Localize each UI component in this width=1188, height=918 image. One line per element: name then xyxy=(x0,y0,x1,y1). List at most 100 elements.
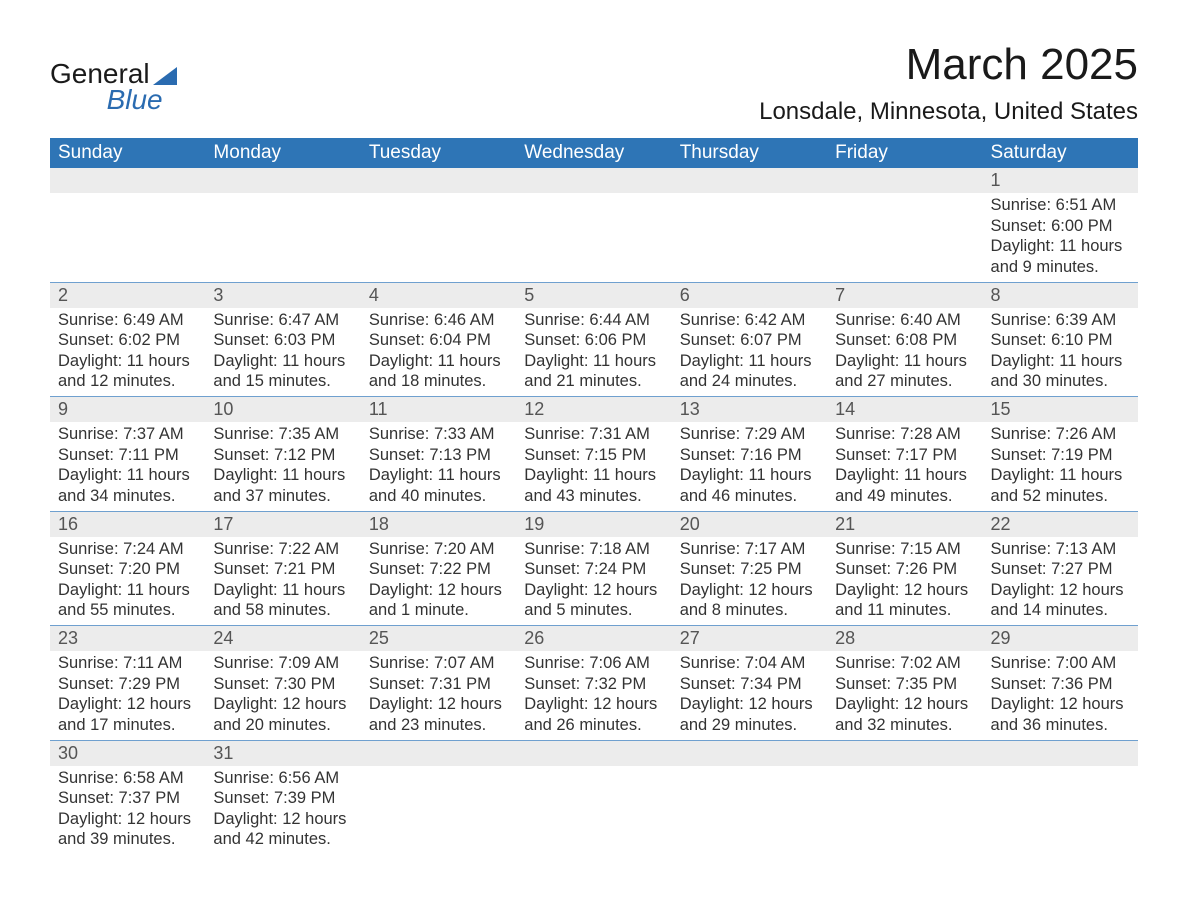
day-number-cell: 22 xyxy=(983,511,1138,537)
day-number-cell: 4 xyxy=(361,282,516,308)
sunrise-line: Sunrise: 6:56 AM xyxy=(213,768,352,789)
daylight-line: Daylight: 11 hours and 43 minutes. xyxy=(524,465,663,506)
daylight-line: Daylight: 11 hours and 58 minutes. xyxy=(213,580,352,621)
daylight-line: Daylight: 12 hours and 32 minutes. xyxy=(835,694,974,735)
sunset-line: Sunset: 7:16 PM xyxy=(680,445,819,466)
day-info-cell: Sunrise: 6:44 AMSunset: 6:06 PMDaylight:… xyxy=(516,308,671,397)
logo-text-2: Blue xyxy=(50,86,177,114)
day-number-row: 3031 xyxy=(50,740,1138,766)
logo: General Blue xyxy=(50,40,177,114)
day-number-cell: 9 xyxy=(50,397,205,423)
daylight-line: Daylight: 11 hours and 34 minutes. xyxy=(58,465,197,506)
day-number-cell: 29 xyxy=(983,626,1138,652)
day-info-cell: Sunrise: 7:02 AMSunset: 7:35 PMDaylight:… xyxy=(827,651,982,740)
sunrise-line: Sunrise: 7:07 AM xyxy=(369,653,508,674)
sunrise-line: Sunrise: 7:02 AM xyxy=(835,653,974,674)
day-number-cell: 27 xyxy=(672,626,827,652)
day-info-cell: Sunrise: 7:18 AMSunset: 7:24 PMDaylight:… xyxy=(516,537,671,626)
daylight-line: Daylight: 11 hours and 24 minutes. xyxy=(680,351,819,392)
day-info-cell: Sunrise: 6:39 AMSunset: 6:10 PMDaylight:… xyxy=(983,308,1138,397)
sunrise-line: Sunrise: 6:47 AM xyxy=(213,310,352,331)
daylight-line: Daylight: 12 hours and 5 minutes. xyxy=(524,580,663,621)
sunrise-line: Sunrise: 7:06 AM xyxy=(524,653,663,674)
day-number-cell: 2 xyxy=(50,282,205,308)
sunrise-line: Sunrise: 7:09 AM xyxy=(213,653,352,674)
day-info-row: Sunrise: 6:58 AMSunset: 7:37 PMDaylight:… xyxy=(50,766,1138,855)
day-number-cell xyxy=(516,168,671,193)
daylight-line: Daylight: 12 hours and 20 minutes. xyxy=(213,694,352,735)
day-number-row: 9101112131415 xyxy=(50,397,1138,423)
day-number-cell xyxy=(361,168,516,193)
day-number-cell: 14 xyxy=(827,397,982,423)
day-info-cell: Sunrise: 7:24 AMSunset: 7:20 PMDaylight:… xyxy=(50,537,205,626)
sunset-line: Sunset: 7:32 PM xyxy=(524,674,663,695)
daylight-line: Daylight: 11 hours and 40 minutes. xyxy=(369,465,508,506)
day-info-cell: Sunrise: 6:58 AMSunset: 7:37 PMDaylight:… xyxy=(50,766,205,855)
day-number-cell xyxy=(205,168,360,193)
daylight-line: Daylight: 11 hours and 49 minutes. xyxy=(835,465,974,506)
sunset-line: Sunset: 7:24 PM xyxy=(524,559,663,580)
day-info-cell: Sunrise: 6:51 AMSunset: 6:00 PMDaylight:… xyxy=(983,193,1138,282)
sunrise-line: Sunrise: 7:37 AM xyxy=(58,424,197,445)
sunrise-line: Sunrise: 7:29 AM xyxy=(680,424,819,445)
day-info-cell: Sunrise: 7:15 AMSunset: 7:26 PMDaylight:… xyxy=(827,537,982,626)
day-number-cell: 8 xyxy=(983,282,1138,308)
day-number-cell: 6 xyxy=(672,282,827,308)
day-number-cell: 13 xyxy=(672,397,827,423)
day-number-cell xyxy=(983,740,1138,766)
weekday-header: Friday xyxy=(827,138,982,168)
daylight-line: Daylight: 11 hours and 15 minutes. xyxy=(213,351,352,392)
day-info-cell: Sunrise: 7:11 AMSunset: 7:29 PMDaylight:… xyxy=(50,651,205,740)
daylight-line: Daylight: 11 hours and 21 minutes. xyxy=(524,351,663,392)
sunset-line: Sunset: 7:19 PM xyxy=(991,445,1130,466)
day-number-cell: 15 xyxy=(983,397,1138,423)
weekday-header-row: SundayMondayTuesdayWednesdayThursdayFrid… xyxy=(50,138,1138,168)
sunset-line: Sunset: 7:35 PM xyxy=(835,674,974,695)
sunset-line: Sunset: 7:22 PM xyxy=(369,559,508,580)
day-info-cell: Sunrise: 7:31 AMSunset: 7:15 PMDaylight:… xyxy=(516,422,671,511)
title-block: March 2025 Lonsdale, Minnesota, United S… xyxy=(759,40,1138,126)
sunrise-line: Sunrise: 7:28 AM xyxy=(835,424,974,445)
day-info-cell: Sunrise: 7:17 AMSunset: 7:25 PMDaylight:… xyxy=(672,537,827,626)
day-number-cell: 25 xyxy=(361,626,516,652)
daylight-line: Daylight: 12 hours and 26 minutes. xyxy=(524,694,663,735)
sunset-line: Sunset: 6:04 PM xyxy=(369,330,508,351)
sunset-line: Sunset: 6:02 PM xyxy=(58,330,197,351)
daylight-line: Daylight: 11 hours and 9 minutes. xyxy=(991,236,1130,277)
day-info-cell: Sunrise: 7:28 AMSunset: 7:17 PMDaylight:… xyxy=(827,422,982,511)
day-info-cell: Sunrise: 6:49 AMSunset: 6:02 PMDaylight:… xyxy=(50,308,205,397)
day-info-cell: Sunrise: 7:09 AMSunset: 7:30 PMDaylight:… xyxy=(205,651,360,740)
day-number-cell xyxy=(50,168,205,193)
sunrise-line: Sunrise: 7:15 AM xyxy=(835,539,974,560)
sunset-line: Sunset: 6:00 PM xyxy=(991,216,1130,237)
daylight-line: Daylight: 12 hours and 14 minutes. xyxy=(991,580,1130,621)
weekday-header: Thursday xyxy=(672,138,827,168)
daylight-line: Daylight: 11 hours and 46 minutes. xyxy=(680,465,819,506)
day-number-cell xyxy=(516,740,671,766)
sunrise-line: Sunrise: 7:11 AM xyxy=(58,653,197,674)
day-info-cell xyxy=(516,193,671,282)
sunset-line: Sunset: 7:29 PM xyxy=(58,674,197,695)
day-info-cell: Sunrise: 7:22 AMSunset: 7:21 PMDaylight:… xyxy=(205,537,360,626)
day-number-cell xyxy=(672,168,827,193)
sunrise-line: Sunrise: 6:51 AM xyxy=(991,195,1130,216)
day-number-cell: 5 xyxy=(516,282,671,308)
sunrise-line: Sunrise: 6:58 AM xyxy=(58,768,197,789)
sunset-line: Sunset: 7:11 PM xyxy=(58,445,197,466)
day-number-cell: 28 xyxy=(827,626,982,652)
day-number-cell: 17 xyxy=(205,511,360,537)
daylight-line: Daylight: 12 hours and 29 minutes. xyxy=(680,694,819,735)
day-info-cell xyxy=(361,193,516,282)
day-number-cell: 20 xyxy=(672,511,827,537)
sunset-line: Sunset: 7:37 PM xyxy=(58,788,197,809)
day-info-row: Sunrise: 7:24 AMSunset: 7:20 PMDaylight:… xyxy=(50,537,1138,626)
sunset-line: Sunset: 6:03 PM xyxy=(213,330,352,351)
header: General Blue March 2025 Lonsdale, Minnes… xyxy=(50,40,1138,126)
sunset-line: Sunset: 7:39 PM xyxy=(213,788,352,809)
day-info-cell xyxy=(50,193,205,282)
calendar-table: SundayMondayTuesdayWednesdayThursdayFrid… xyxy=(50,138,1138,854)
sunset-line: Sunset: 6:07 PM xyxy=(680,330,819,351)
logo-triangle-icon xyxy=(153,67,177,85)
sunset-line: Sunset: 7:20 PM xyxy=(58,559,197,580)
day-info-cell: Sunrise: 6:46 AMSunset: 6:04 PMDaylight:… xyxy=(361,308,516,397)
